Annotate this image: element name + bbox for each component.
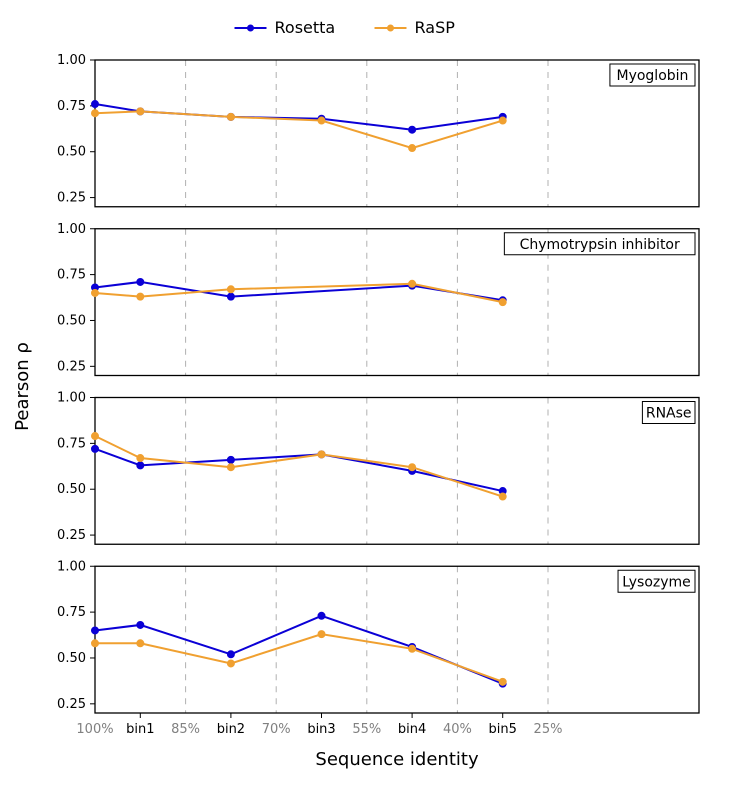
series-marker-rosetta bbox=[409, 126, 416, 133]
series-line-rosetta bbox=[95, 449, 503, 491]
panel-2: 0.25 0.50 0.75 1.00 RNAse bbox=[57, 391, 699, 545]
ytick-label: 0.50 bbox=[57, 651, 86, 666]
series-marker-rasp bbox=[499, 117, 506, 124]
series-marker-rasp bbox=[227, 113, 234, 120]
series-marker-rosetta bbox=[227, 293, 234, 300]
series-marker-rosetta bbox=[92, 101, 99, 108]
series-marker-rasp bbox=[92, 289, 99, 296]
x-percent-label: 55% bbox=[352, 722, 381, 737]
legend: Rosetta RaSP bbox=[235, 18, 456, 37]
ytick-label: 0.75 bbox=[57, 436, 86, 451]
ytick-label: 0.25 bbox=[57, 191, 86, 206]
ytick-label: 1.00 bbox=[57, 559, 86, 574]
legend-label-0: Rosetta bbox=[275, 18, 336, 37]
ytick-label: 1.00 bbox=[57, 391, 86, 406]
series-marker-rasp bbox=[409, 645, 416, 652]
series-marker-rasp bbox=[499, 299, 506, 306]
series-marker-rasp bbox=[318, 117, 325, 124]
x-bin-label: bin1 bbox=[126, 722, 154, 737]
x-bin-label: bin3 bbox=[307, 722, 335, 737]
ytick-label: 0.25 bbox=[57, 359, 86, 374]
panel-title: RNAse bbox=[646, 406, 692, 422]
x-axis-label: Sequence identity bbox=[315, 749, 479, 770]
ytick-label: 0.75 bbox=[57, 605, 86, 620]
x-bin-label: bin2 bbox=[217, 722, 245, 737]
series-line-rasp bbox=[95, 111, 503, 148]
series-marker-rasp bbox=[318, 451, 325, 458]
x-bin-label: bin4 bbox=[398, 722, 426, 737]
ytick-label: 1.00 bbox=[57, 53, 86, 68]
series-marker-rasp bbox=[409, 145, 416, 152]
series-marker-rasp bbox=[227, 464, 234, 471]
legend-marker-rosetta bbox=[247, 25, 254, 32]
series-marker-rosetta bbox=[92, 445, 99, 452]
panel-0: 0.25 0.50 0.75 1.00 Myoglobin bbox=[57, 53, 699, 207]
series-line-rosetta bbox=[95, 282, 503, 300]
series-marker-rasp bbox=[409, 280, 416, 287]
series-marker-rosetta bbox=[318, 612, 325, 619]
series-marker-rosetta bbox=[227, 456, 234, 463]
x-percent-label: 85% bbox=[171, 722, 200, 737]
ytick-label: 0.25 bbox=[57, 697, 86, 712]
panel-title: Myoglobin bbox=[616, 68, 688, 84]
series-marker-rasp bbox=[92, 640, 99, 647]
y-axis-label: Pearson ρ bbox=[12, 342, 33, 431]
series-marker-rasp bbox=[92, 433, 99, 440]
series-marker-rasp bbox=[137, 455, 144, 462]
ytick-label: 0.50 bbox=[57, 482, 86, 497]
series-marker-rasp bbox=[499, 493, 506, 500]
series-marker-rosetta bbox=[137, 462, 144, 469]
legend-label-1: RaSP bbox=[415, 18, 456, 37]
panel-3: 0.25 0.50 0.75 1.00 Lysozyme bbox=[57, 559, 699, 713]
chart-svg: RosettaRaSP0.250.500.751.00Myoglobin0.25… bbox=[0, 0, 729, 783]
x-percent-label: 25% bbox=[534, 722, 563, 737]
series-marker-rasp bbox=[137, 108, 144, 115]
series-marker-rosetta bbox=[137, 278, 144, 285]
panel-title: Chymotrypsin inhibitor bbox=[520, 237, 680, 253]
series-marker-rasp bbox=[499, 678, 506, 685]
panel-1: 0.25 0.50 0.75 1.00 Chymotrypsin inhibitor bbox=[57, 222, 699, 376]
panel-title: Lysozyme bbox=[622, 574, 691, 590]
x-percent-label: 100% bbox=[76, 722, 113, 737]
ytick-label: 0.75 bbox=[57, 268, 86, 283]
series-marker-rosetta bbox=[92, 627, 99, 634]
series-line-rosetta bbox=[95, 616, 503, 684]
ytick-label: 0.50 bbox=[57, 145, 86, 160]
series-line-rosetta bbox=[95, 104, 503, 130]
figure: RosettaRaSP0.250.500.751.00Myoglobin0.25… bbox=[0, 0, 729, 783]
series-line-rasp bbox=[95, 436, 503, 497]
series-marker-rasp bbox=[227, 286, 234, 293]
x-percent-label: 40% bbox=[443, 722, 472, 737]
series-marker-rosetta bbox=[227, 651, 234, 658]
series-marker-rasp bbox=[137, 640, 144, 647]
series-marker-rasp bbox=[318, 631, 325, 638]
ytick-label: 0.50 bbox=[57, 313, 86, 328]
series-marker-rasp bbox=[227, 660, 234, 667]
series-marker-rasp bbox=[137, 293, 144, 300]
series-marker-rosetta bbox=[137, 621, 144, 628]
ytick-label: 0.75 bbox=[57, 99, 86, 114]
legend-marker-rasp bbox=[387, 25, 394, 32]
series-marker-rasp bbox=[92, 110, 99, 117]
x-bin-label: bin5 bbox=[489, 722, 517, 737]
x-percent-label: 70% bbox=[262, 722, 291, 737]
series-marker-rasp bbox=[409, 464, 416, 471]
ytick-label: 1.00 bbox=[57, 222, 86, 237]
ytick-label: 0.25 bbox=[57, 528, 86, 543]
